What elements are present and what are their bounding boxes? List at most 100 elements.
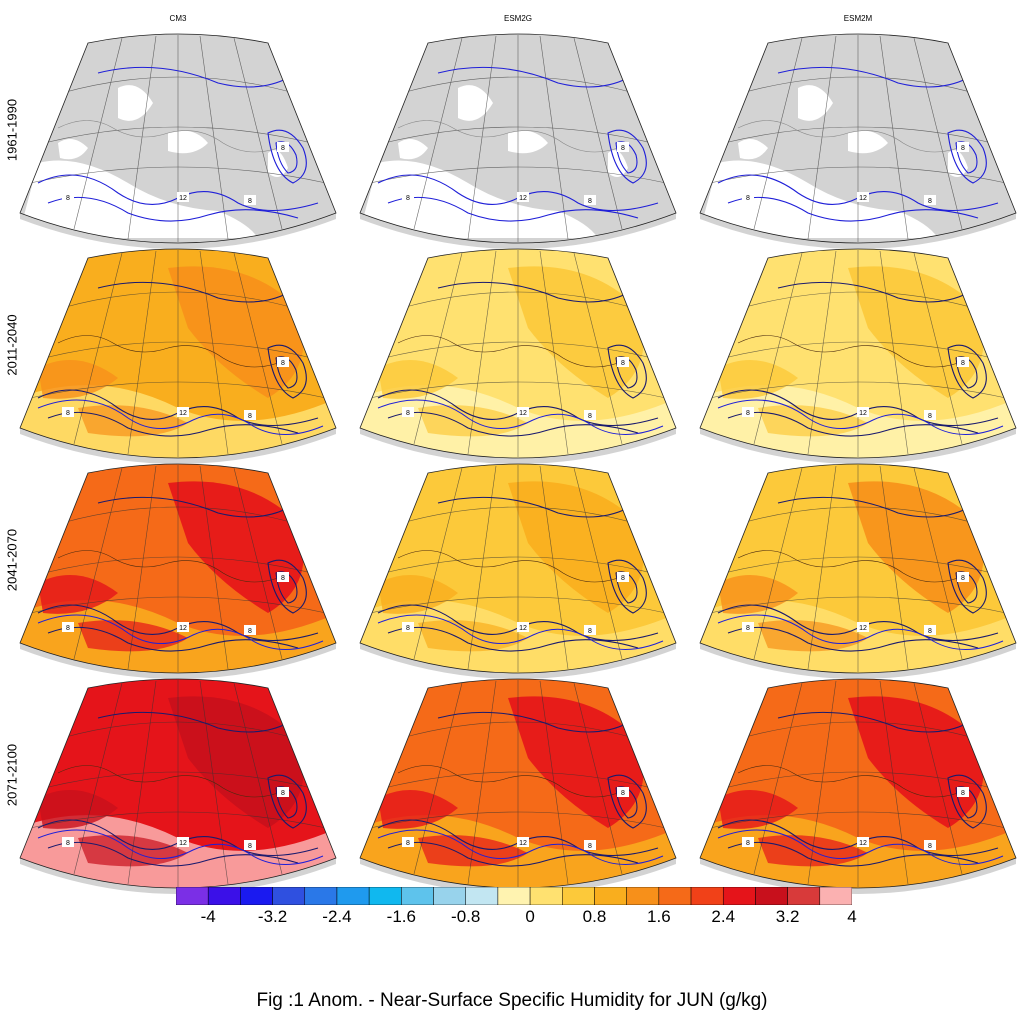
meridian-line: [127, 35, 157, 240]
humidity-contour: [97, 711, 289, 733]
map-panel-svg: 12 8 8 8: [359, 33, 677, 249]
contour-label: 8: [406, 195, 410, 202]
contour-label-box: [617, 142, 629, 152]
meridian-line: [913, 467, 963, 660]
colorbar-swatch: [787, 887, 821, 905]
humidity-contour: [437, 66, 629, 88]
contour-label: 8: [281, 145, 285, 152]
contour-label: 8: [961, 575, 965, 582]
contour-label: 8: [961, 790, 965, 797]
map-rim: [360, 643, 676, 679]
colorbar-swatch: [368, 887, 402, 905]
map-panel-svg: 12 8 8 8: [19, 678, 337, 894]
humidity-contour: [377, 614, 664, 650]
map-frame: [359, 678, 677, 889]
humidity-contour: [727, 196, 979, 222]
parallel-line: [723, 556, 993, 574]
humidity-contour: [437, 281, 629, 303]
contour-label: 8: [621, 790, 625, 797]
contour-label: 12: [519, 840, 527, 847]
coastline: [57, 335, 279, 368]
contour-label-box: [62, 407, 74, 417]
meridian-line: [233, 682, 283, 875]
humidity-contour: [437, 711, 629, 733]
coastline: [57, 550, 279, 583]
contour-label-box: [177, 407, 189, 417]
contour-label: 12: [859, 625, 867, 632]
humidity-contour: [97, 496, 289, 518]
colorbar-swatch: [722, 887, 756, 905]
colorbar-swatch: [336, 887, 370, 905]
humidity-contour: [267, 344, 307, 399]
contour-label-box: [924, 410, 936, 420]
contour-label-box: [62, 622, 74, 632]
colorbar-tick-label: 0: [525, 907, 535, 926]
contour-label: 8: [588, 198, 592, 205]
meridian-line: [913, 252, 963, 445]
map-rim: [360, 213, 676, 249]
contour-label-box: [244, 195, 256, 205]
contour-label-box: [857, 407, 869, 417]
map-frame: [19, 248, 337, 459]
contour-label-box: [742, 407, 754, 417]
contour-label-box: [517, 192, 529, 202]
meridian-line: [573, 37, 623, 230]
contour-label: 8: [66, 840, 70, 847]
contour-label-box: [584, 410, 596, 420]
anomaly-region: [38, 360, 118, 399]
humidity-contour: [97, 66, 289, 88]
colorbar-tick-label: -1.6: [386, 907, 416, 926]
humidity-contour: [947, 344, 987, 399]
sea-area: [58, 139, 88, 160]
contour-label-box: [402, 837, 414, 847]
contour-label: 8: [281, 790, 285, 797]
contour-label-box: [277, 572, 289, 582]
map-frame: [699, 463, 1017, 674]
contour-label-box: [244, 410, 256, 420]
contour-label: 8: [248, 198, 252, 205]
figure-caption: Fig :1 Anom. - Near-Surface Specific Hum…: [256, 990, 768, 1011]
sea-area: [118, 85, 153, 121]
colorbar-swatch: [529, 887, 563, 905]
humidity-contour: [387, 196, 639, 222]
contour-label: 8: [928, 628, 932, 635]
humidity-contour: [777, 496, 969, 518]
contour-label-box: [742, 192, 754, 202]
meridian-line: [127, 250, 157, 455]
contour-label: 8: [248, 413, 252, 420]
map-panel-svg: 12 8 8 8: [699, 33, 1017, 249]
contour-label-box: [924, 195, 936, 205]
parallel-line: [43, 771, 313, 789]
column-title-esm2m: ESM2M: [843, 14, 873, 23]
colorbar-swatch: [690, 887, 724, 905]
coastline: [397, 550, 619, 583]
map-panel-svg: 12 8 8 8: [359, 248, 677, 464]
parallel-line: [709, 596, 1007, 614]
humidity-contour: [717, 399, 1004, 435]
parallel-line: [709, 811, 1007, 829]
colorbar-swatch: [594, 887, 627, 905]
parallel-line: [709, 166, 1007, 184]
sea-area: [700, 160, 938, 238]
map-rim: [20, 858, 336, 894]
contour-label-box: [617, 357, 629, 367]
parallel-line: [29, 811, 327, 829]
contour-label-box: [957, 142, 969, 152]
map-panel: 12 8 8 8: [18, 455, 338, 679]
meridian-line: [913, 682, 963, 875]
map-panel-svg: 12 8 8 8: [19, 463, 337, 679]
meridian-line: [807, 465, 837, 670]
meridian-line: [807, 680, 837, 885]
contour-label-box: [742, 837, 754, 847]
parallel-line: [29, 596, 327, 614]
colorbar-swatch: [819, 887, 852, 905]
map-panel: 12 8 8 8: [358, 455, 678, 679]
parallel-line: [369, 596, 667, 614]
meridian-line: [233, 252, 283, 445]
colorbar-tick-label: 2.4: [711, 907, 736, 926]
humidity-contour: [777, 711, 969, 733]
colorbar-swatch: [755, 887, 788, 905]
contour-label-box: [62, 837, 74, 847]
contour-label-box: [857, 192, 869, 202]
